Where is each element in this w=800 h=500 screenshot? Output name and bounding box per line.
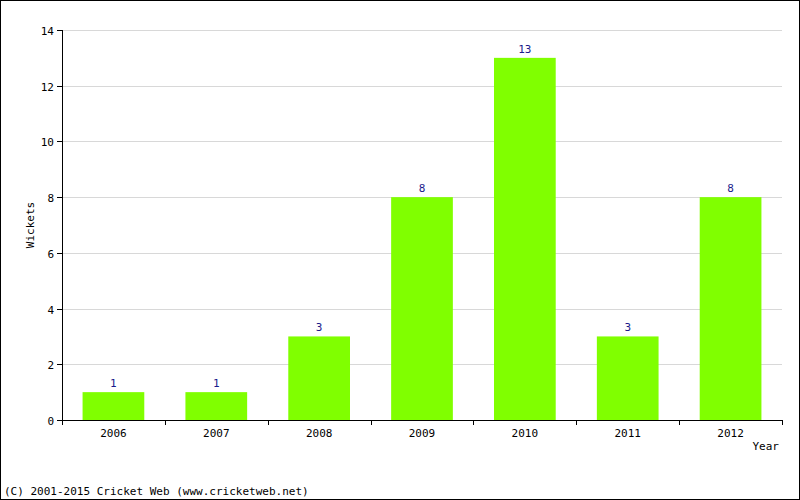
x-tick-label: 2009	[409, 427, 436, 440]
y-tick	[57, 141, 62, 142]
data-label: 8	[727, 182, 734, 195]
x-tick	[576, 420, 577, 425]
y-tick	[57, 309, 62, 310]
bar	[700, 197, 762, 420]
x-tick	[62, 420, 63, 425]
grid-line	[62, 141, 782, 142]
x-tick	[679, 420, 680, 425]
y-tick-label: 10	[41, 136, 54, 149]
y-tick-label: 0	[47, 415, 54, 428]
y-tick	[57, 364, 62, 365]
bar	[83, 392, 145, 420]
data-label: 8	[419, 182, 426, 195]
y-axis	[62, 30, 63, 420]
data-label: 1	[213, 377, 220, 390]
x-axis-label: Year	[753, 440, 780, 453]
y-tick-label: 14	[41, 25, 55, 38]
x-tick-label: 2007	[203, 427, 230, 440]
x-tick-label: 2008	[306, 427, 333, 440]
y-tick-label: 4	[47, 304, 54, 317]
grid-line	[62, 420, 782, 421]
y-tick	[57, 420, 62, 421]
data-label: 3	[624, 321, 631, 334]
x-tick-label: 2012	[717, 427, 744, 440]
y-tick	[57, 197, 62, 198]
y-tick-label: 6	[47, 248, 54, 261]
x-tick	[782, 420, 783, 425]
y-tick-label: 2	[47, 359, 54, 372]
chart: 0246810121411381338200620072008200920102…	[0, 0, 800, 500]
x-axis	[62, 420, 782, 421]
grid-line	[62, 30, 782, 31]
bar	[185, 392, 247, 420]
y-tick-label: 12	[41, 81, 54, 94]
x-tick	[165, 420, 166, 425]
x-tick	[268, 420, 269, 425]
frame	[1, 1, 800, 500]
y-tick	[57, 253, 62, 254]
bar	[288, 336, 350, 420]
data-label: 3	[316, 321, 323, 334]
x-tick-label: 2011	[614, 427, 641, 440]
y-tick	[57, 30, 62, 31]
annotation: (C) 2001-2015 Cricket Web (www.cricketwe…	[4, 485, 309, 498]
x-tick-label: 2006	[100, 427, 127, 440]
bar	[494, 58, 556, 420]
x-tick	[473, 420, 474, 425]
y-axis-label: Wickets	[24, 202, 37, 248]
data-label: 13	[518, 43, 531, 56]
bar	[597, 336, 659, 420]
y-tick	[57, 86, 62, 87]
x-tick-label: 2010	[512, 427, 539, 440]
x-tick	[371, 420, 372, 425]
bar	[391, 197, 453, 420]
grid-line	[62, 86, 782, 87]
chart-container: 0246810121411381338200620072008200920102…	[0, 0, 800, 500]
bars	[83, 58, 762, 420]
data-label: 1	[110, 377, 117, 390]
y-tick-label: 8	[47, 192, 54, 205]
